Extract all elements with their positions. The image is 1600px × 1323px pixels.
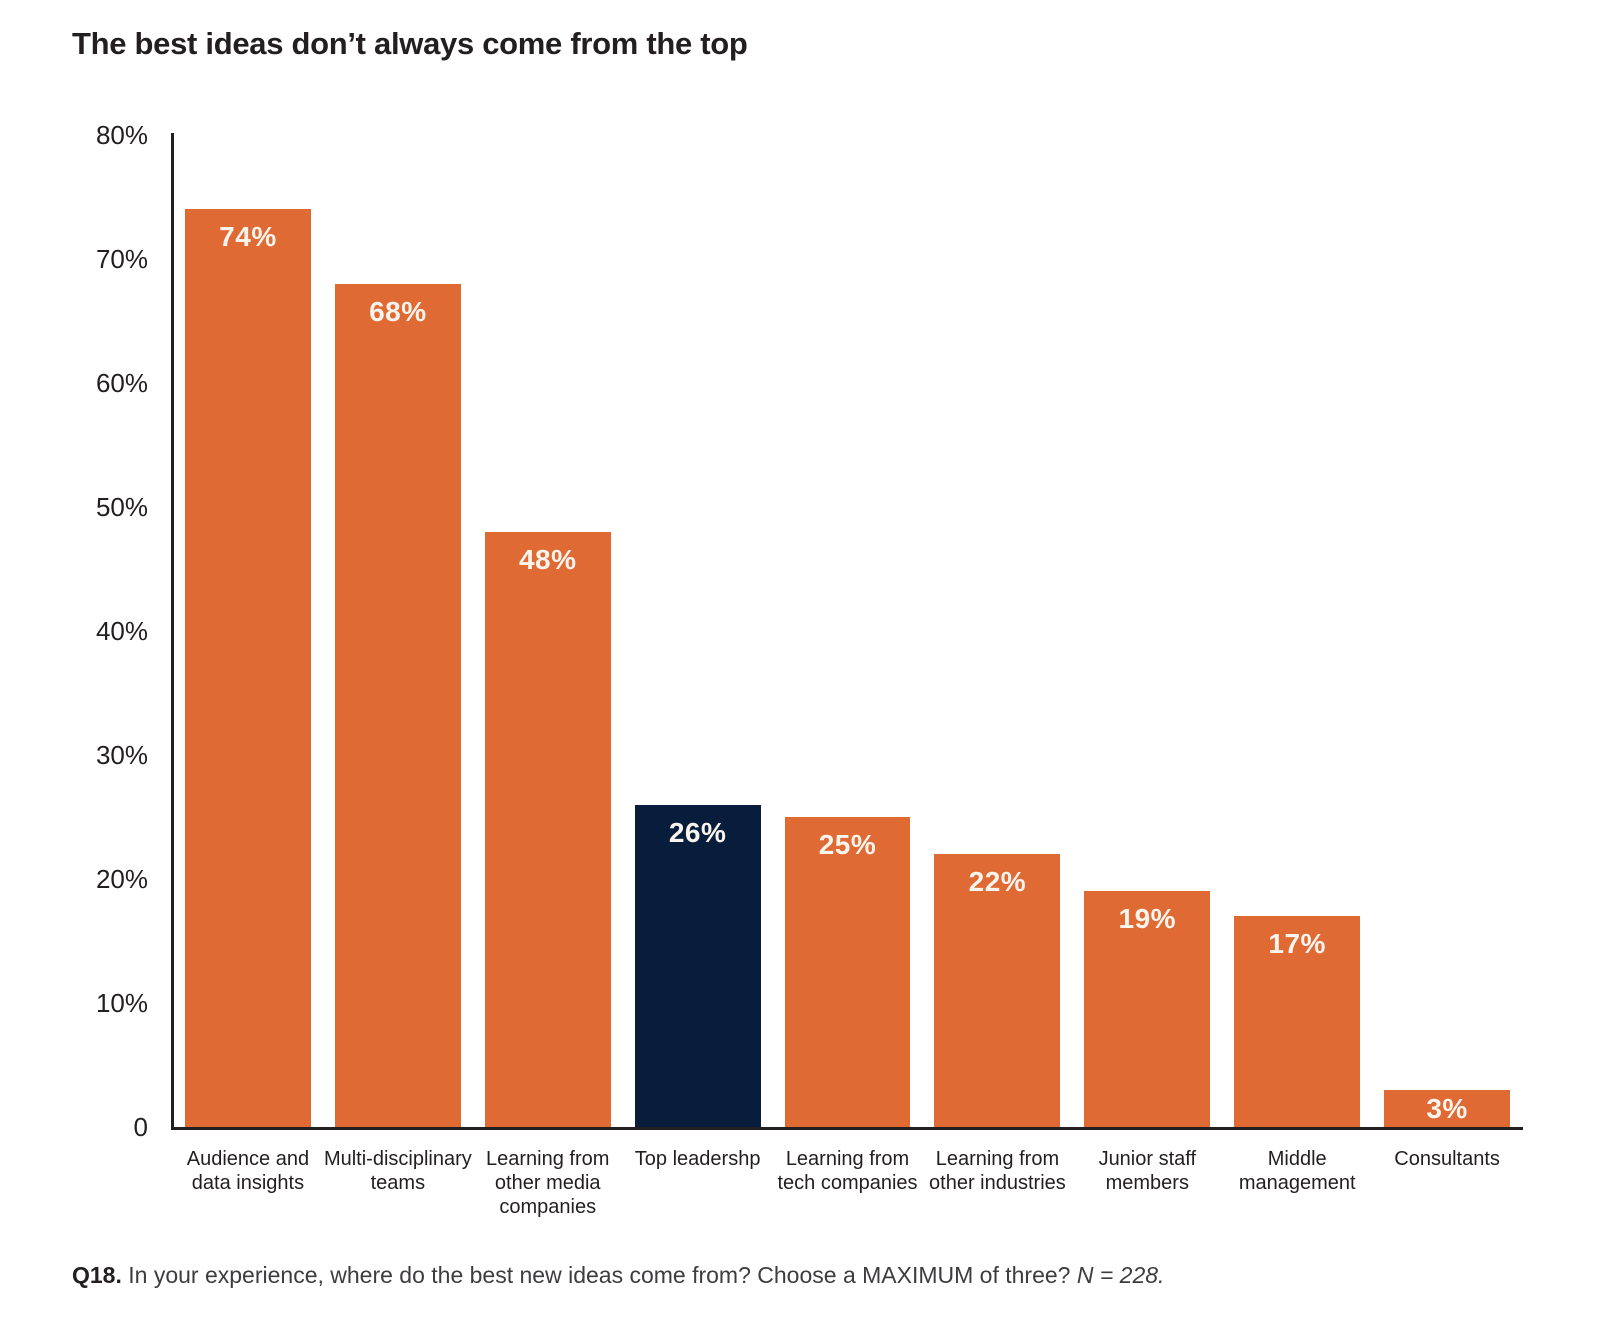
x-axis-labels: Audience and data insights Multi-discipli… bbox=[185, 1147, 1510, 1219]
y-tick-label: 70% bbox=[95, 244, 148, 274]
y-tick-label: 50% bbox=[95, 492, 148, 522]
x-axis-category-label: Top leadershp bbox=[635, 1147, 761, 1219]
x-axis-category-label: Audience and data insights bbox=[185, 1147, 311, 1219]
bar-value-label: 19% bbox=[1118, 903, 1177, 934]
caption-question-number: Q18. bbox=[72, 1262, 122, 1288]
bar-value-label: 74% bbox=[219, 221, 277, 252]
y-tick-label: 20% bbox=[95, 864, 148, 894]
y-tick-label: 60% bbox=[95, 368, 148, 398]
y-tick-label: 30% bbox=[95, 740, 148, 770]
bar: 3% bbox=[1384, 1090, 1511, 1127]
bar: 26% bbox=[634, 805, 761, 1127]
chart-title: The best ideas don’t always come from th… bbox=[72, 26, 748, 61]
x-axis-category-text: Learning from other industries bbox=[929, 1148, 1066, 1194]
x-axis-category-text: Middle management bbox=[1238, 1148, 1356, 1194]
x-axis-category-text: Consultants bbox=[1394, 1148, 1500, 1170]
caption: Q18. In your experience, where do the be… bbox=[72, 1262, 1164, 1289]
bar-value-label: 3% bbox=[1426, 1093, 1468, 1124]
y-tick-label: 40% bbox=[95, 616, 148, 646]
y-tick-label: 10% bbox=[95, 988, 148, 1018]
bar-value-label: 25% bbox=[818, 829, 877, 860]
bar: 25% bbox=[784, 817, 911, 1127]
x-axis-category-label: Junior staff members bbox=[1084, 1147, 1210, 1219]
y-axis-line bbox=[171, 133, 174, 1130]
bar-value-label: 68% bbox=[369, 296, 427, 327]
bars: 74% 68% 48% 26% 25% 22% 19% 17% 3% bbox=[185, 135, 1511, 1127]
bar-value-label: 26% bbox=[668, 817, 727, 848]
bar-value-label: 22% bbox=[968, 866, 1027, 897]
bar-value-label: 48% bbox=[518, 544, 577, 575]
x-axis-category-text: Learning from tech companies bbox=[777, 1148, 918, 1194]
bar: 17% bbox=[1234, 916, 1361, 1127]
x-axis-category-text: Audience and data insights bbox=[186, 1148, 310, 1194]
x-axis-category-label: Learning from other industries bbox=[929, 1147, 1066, 1219]
bar: 22% bbox=[934, 854, 1061, 1127]
caption-sample-size: N = 228. bbox=[1076, 1262, 1165, 1288]
bar: 68% bbox=[334, 284, 461, 1127]
x-axis-category-text: Multi-disciplinary teams bbox=[323, 1148, 472, 1194]
x-axis-category-label: Middle management bbox=[1234, 1147, 1360, 1219]
bar-value-label: 17% bbox=[1268, 928, 1326, 959]
x-axis-category-label: Multi-disciplinary teams bbox=[324, 1147, 472, 1219]
bar: 48% bbox=[484, 532, 611, 1127]
x-axis-category-label: Consultants bbox=[1384, 1147, 1510, 1219]
caption-question-text: In your experience, where do the best ne… bbox=[128, 1262, 1071, 1288]
x-axis-category-text: Learning from other media companies bbox=[486, 1148, 610, 1218]
x-axis-category-label: Learning from other media companies bbox=[485, 1147, 611, 1219]
x-axis-category-label: Learning from tech companies bbox=[777, 1147, 917, 1219]
x-axis-line bbox=[171, 1127, 1523, 1130]
y-tick-label: 0 bbox=[133, 1112, 148, 1142]
bar: 19% bbox=[1084, 891, 1211, 1127]
x-axis-category-text: Junior staff members bbox=[1098, 1148, 1197, 1194]
bar: 74% bbox=[185, 209, 311, 1127]
y-tick-label: 80% bbox=[95, 120, 148, 150]
x-axis-category-text: Top leadershp bbox=[634, 1148, 761, 1170]
